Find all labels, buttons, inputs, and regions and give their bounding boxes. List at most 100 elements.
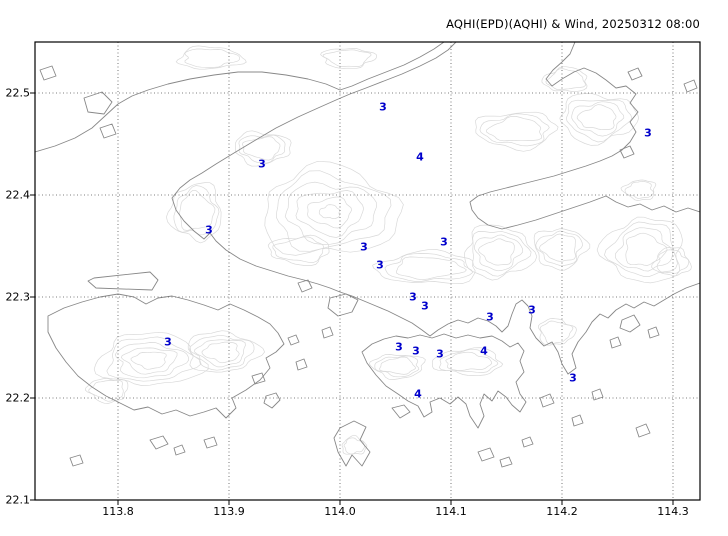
elevation-contour [475, 111, 559, 152]
coastline-path [83, 91, 113, 115]
elevation-contour [234, 130, 292, 167]
elevation-contour [343, 437, 365, 455]
elevation-contour [472, 231, 532, 277]
coastline-path [619, 314, 641, 333]
elevation-contour [194, 339, 246, 368]
coastline-path [287, 334, 300, 346]
elevation-contour [604, 221, 678, 277]
elevation-contour [201, 341, 240, 364]
coastline-path [635, 423, 651, 438]
station-aqhi-value: 3 [376, 258, 384, 272]
elevation-contour [538, 318, 577, 346]
coastline-path [263, 392, 281, 409]
elevation-contour [267, 234, 330, 266]
elevation-contour [284, 181, 377, 245]
x-tick-label: 114.1 [435, 505, 467, 518]
elevation-contour [374, 355, 420, 378]
plot-title: AQHI(EPD)(AQHI) & Wind, 20250312 08:00 [446, 17, 700, 31]
elevation-contour [464, 224, 538, 281]
x-tick-label: 114.3 [657, 505, 689, 518]
elevation-contour [368, 354, 426, 380]
elevation-contour [189, 334, 255, 371]
elevation-contour [620, 179, 657, 201]
y-tick-label: 22.5 [5, 86, 31, 100]
elevation-contour [88, 379, 124, 402]
elevation-contour [624, 180, 654, 199]
elevation-contour [264, 160, 404, 256]
station-aqhi-value: 3 [440, 235, 448, 249]
elevation-contour [445, 351, 493, 371]
station-aqhi-value: 3 [379, 100, 387, 114]
plot-frame [30, 41, 701, 505]
station-aqhi-value: 3 [412, 344, 420, 358]
coastline-path [149, 435, 169, 450]
elevation-contour [533, 228, 591, 271]
elevation-contour [120, 347, 178, 375]
station-aqhi-value: 3 [360, 240, 368, 254]
coastline-path [591, 388, 604, 401]
station-aqhi-value: 3 [644, 126, 652, 140]
elevation-contour [320, 47, 378, 69]
coastline-path [47, 293, 285, 419]
elevation-contour [571, 101, 625, 137]
elevation-contour [541, 66, 588, 92]
elevation-contour [535, 230, 583, 266]
elevation-contour [238, 134, 286, 164]
elevation-contour [596, 216, 683, 284]
elevation-contour [474, 234, 524, 272]
elevation-contour [242, 136, 281, 161]
station-aqhi-value: 3 [569, 371, 577, 385]
coastline-path [333, 420, 371, 467]
elevation-contour [625, 232, 668, 266]
coastline-path [627, 67, 643, 81]
station-aqhi-value: 3 [395, 340, 403, 354]
elevation-contour [130, 351, 167, 370]
elevation-contour [478, 238, 515, 266]
elevation-contour [384, 253, 473, 282]
coastline-path [171, 42, 700, 375]
elevation-contour [431, 347, 504, 376]
elevation-contour [272, 236, 324, 263]
station-aqhi-value: 3 [164, 335, 172, 349]
coastline-path [251, 372, 266, 385]
station-aqhi-value: 3 [528, 303, 536, 317]
elevation-contour [486, 115, 543, 142]
elevation-contour [438, 348, 499, 373]
coastline-path [295, 358, 308, 371]
elevation-contour [559, 93, 640, 146]
coastline-path [571, 414, 584, 427]
coastline-path [521, 436, 534, 448]
elevation-contour [276, 170, 392, 252]
elevation-contour [84, 378, 129, 404]
station-aqhi-value: 4 [480, 344, 488, 358]
elevation-contour [614, 227, 673, 272]
elevation-contour [114, 342, 190, 379]
y-tick-label: 22.2 [5, 391, 31, 405]
coastline-path [39, 65, 57, 81]
x-tick-label: 113.9 [213, 505, 245, 518]
elevation-contour [179, 189, 216, 231]
plot-border [34, 41, 701, 501]
elevation-contour [651, 247, 692, 277]
elevation-contour [173, 185, 220, 236]
elevation-contour [479, 113, 550, 147]
elevation-contour [187, 330, 266, 373]
coastline-path [321, 326, 334, 339]
elevation-contour [396, 256, 467, 281]
coastline-path [619, 145, 635, 159]
elevation-contour [538, 233, 576, 262]
coastline-path [469, 42, 700, 230]
coastline-path [499, 456, 513, 468]
coastline-path [647, 326, 660, 339]
elevation-contour [166, 182, 222, 244]
x-tick-label: 114.2 [546, 505, 578, 518]
coastline-path [35, 42, 445, 153]
x-tick-label: 114.0 [324, 505, 356, 518]
elevation-contour [106, 336, 202, 382]
coastline-path [203, 436, 218, 449]
elevation-contour [93, 331, 209, 386]
elevation-contour [322, 49, 372, 67]
elevation-contour [656, 249, 690, 274]
